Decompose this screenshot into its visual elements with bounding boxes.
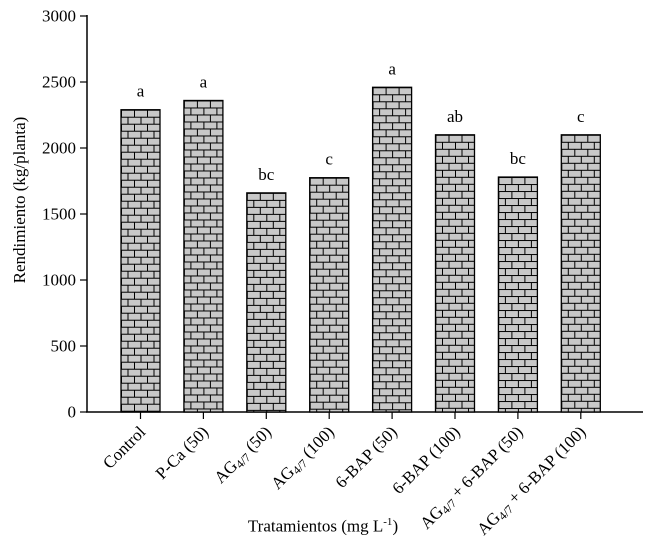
significance-letter: a [137, 82, 145, 101]
significance-letter: a [200, 72, 208, 91]
x-axis-title-superscript: -1 [383, 516, 393, 528]
x-axis-title-close: ) [392, 516, 399, 536]
bar [246, 192, 287, 413]
x-category-label: P-Ca (50) [152, 422, 213, 483]
y-tick-label: 500 [51, 337, 77, 356]
significance-letter: c [325, 150, 333, 169]
significance-letter: c [577, 107, 585, 126]
x-axis-title: Tratamientos (mg L-1) [248, 516, 398, 537]
x-category-label: AG4/7 + 6-BAP (100) [473, 422, 591, 540]
bar [309, 177, 350, 413]
y-tick-label: 1500 [42, 205, 76, 224]
bar [497, 176, 539, 413]
significance-letter: bc [258, 165, 275, 184]
y-tick-label: 2000 [42, 139, 76, 158]
y-tick-label: 1000 [42, 271, 76, 290]
bar [371, 86, 413, 413]
bar [560, 134, 601, 413]
y-tick-label: 2500 [42, 73, 76, 92]
x-category-label: AG4/7 (50) [210, 422, 276, 488]
y-tick-label: 0 [68, 403, 77, 422]
bar [183, 99, 224, 413]
significance-letter: ab [447, 107, 463, 126]
x-axis-title-main: Tratamientos (mg L [247, 516, 384, 536]
bar [434, 134, 476, 413]
significance-letter: bc [510, 149, 527, 168]
y-axis-title: Rendimiento (kg/planta) [10, 116, 29, 284]
significance-letter: a [388, 59, 396, 78]
y-tick-label: 3000 [42, 7, 76, 26]
bar [120, 109, 161, 413]
x-category-label: AG4/7 (100) [267, 422, 339, 494]
x-category-label: Control [99, 422, 149, 472]
